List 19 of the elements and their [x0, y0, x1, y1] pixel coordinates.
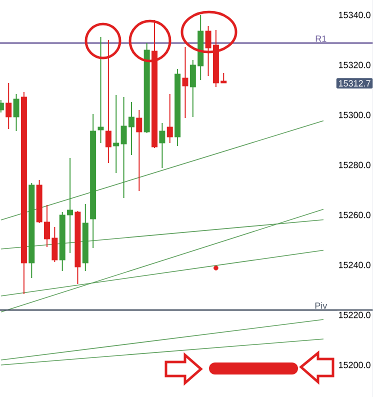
ref-line-label: Piv [315, 302, 328, 309]
candlestick [13, 94, 20, 132]
y-tick-label: 15200.0 [338, 362, 370, 368]
candlestick [6, 82, 12, 130]
y-tick-label: 15220.0 [338, 312, 370, 318]
candlestick [136, 110, 142, 192]
y-tick-label: 15260.0 [338, 212, 370, 218]
y-tick-label: 15340.0 [338, 12, 370, 18]
candlestick [159, 122, 166, 168]
y-tick-label: 15300.0 [338, 112, 370, 118]
candlestick [166, 94, 173, 144]
candlestick [113, 94, 120, 174]
annotation: 15312.7 [338, 80, 370, 87]
y-tick-label: 15240.0 [338, 262, 370, 268]
y-tick-label: 15280.0 [338, 162, 370, 168]
ref-line-label: R1 [316, 36, 326, 42]
candlestick [182, 46, 188, 118]
candlestick [98, 36, 104, 144]
y-tick-label: 15320.0 [338, 62, 370, 68]
